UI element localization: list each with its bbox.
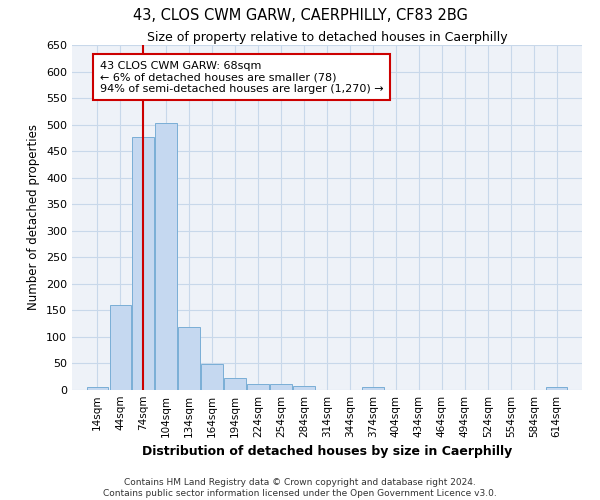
Text: Contains HM Land Registry data © Crown copyright and database right 2024.
Contai: Contains HM Land Registry data © Crown c… — [103, 478, 497, 498]
Bar — [86, 388, 108, 390]
Bar — [224, 378, 246, 390]
Bar — [110, 305, 131, 390]
Bar — [247, 384, 269, 390]
Bar — [293, 386, 315, 390]
Bar — [155, 123, 177, 390]
Text: 43 CLOS CWM GARW: 68sqm
← 6% of detached houses are smaller (78)
94% of semi-det: 43 CLOS CWM GARW: 68sqm ← 6% of detached… — [100, 60, 383, 94]
Y-axis label: Number of detached properties: Number of detached properties — [28, 124, 40, 310]
Bar — [271, 384, 292, 390]
Bar — [133, 137, 154, 390]
X-axis label: Distribution of detached houses by size in Caerphilly: Distribution of detached houses by size … — [142, 446, 512, 458]
Text: 43, CLOS CWM GARW, CAERPHILLY, CF83 2BG: 43, CLOS CWM GARW, CAERPHILLY, CF83 2BG — [133, 8, 467, 22]
Bar — [178, 327, 200, 390]
Title: Size of property relative to detached houses in Caerphilly: Size of property relative to detached ho… — [146, 31, 508, 44]
Bar — [362, 388, 383, 390]
Bar — [546, 388, 568, 390]
Bar — [202, 364, 223, 390]
